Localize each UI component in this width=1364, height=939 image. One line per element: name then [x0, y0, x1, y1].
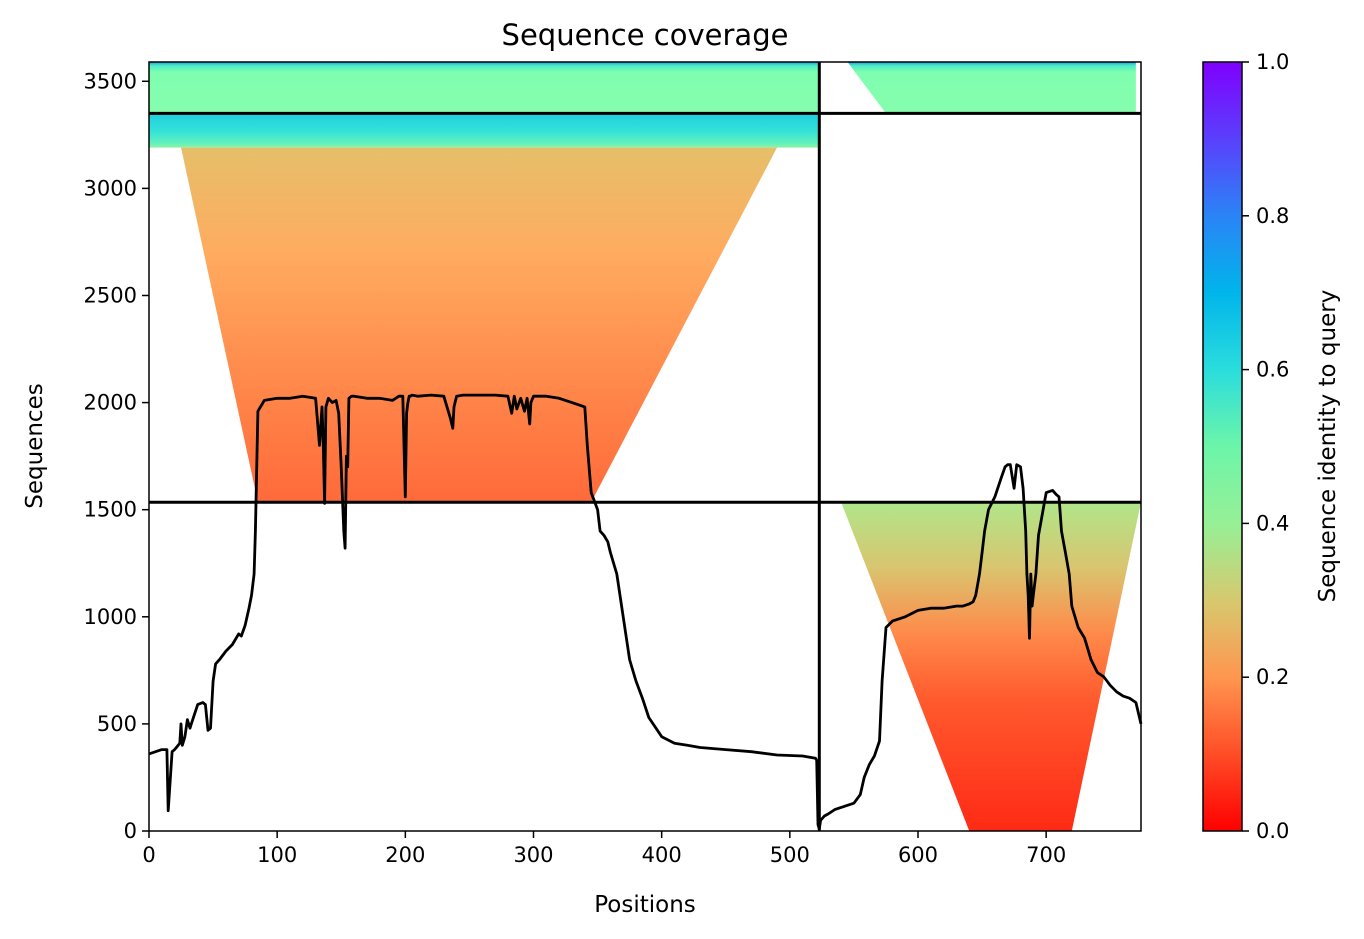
y-tick-label: 3500 [84, 69, 137, 93]
y-axis: 0 500 1000 1500 2000 2500 3000 3500 [84, 69, 149, 843]
colorbar-tick-label: 0.6 [1256, 358, 1289, 382]
y-tick-label: 2000 [84, 391, 137, 415]
x-tick-label: 600 [898, 843, 938, 867]
colorbar-tick-label: 1.0 [1256, 50, 1289, 74]
plot-area [148, 61, 1143, 832]
y-tick-label: 1000 [84, 605, 137, 629]
x-tick-label: 100 [257, 843, 297, 867]
x-tick-label: 200 [385, 843, 425, 867]
colorbar-tick-label: 0.2 [1256, 665, 1289, 689]
x-tick-label: 500 [770, 843, 810, 867]
x-tick-label: 400 [642, 843, 682, 867]
coverage-block-top-left [149, 62, 820, 114]
colorbar-tick-label: 0.4 [1256, 511, 1289, 535]
x-tick-label: 0 [142, 843, 155, 867]
x-tick-label: 700 [1026, 843, 1066, 867]
colorbar-tick-label: 0.0 [1256, 819, 1289, 843]
coverage-block-lower-right [841, 502, 1141, 831]
x-axis: 0 100 200 300 400 500 600 700 [142, 831, 1066, 867]
plot-frame [148, 61, 1142, 832]
colorbar-tick-label: 0.8 [1256, 204, 1289, 228]
coverage-block-main [181, 147, 778, 503]
y-tick-label: 1500 [84, 498, 137, 522]
y-axis-label: Sequences [22, 383, 48, 508]
y-tick-label: 0 [124, 819, 137, 843]
chart-title: Sequence coverage [502, 18, 789, 52]
y-tick-label: 3000 [84, 176, 137, 200]
x-axis-label: Positions [594, 892, 696, 918]
coverage-block-top-right [847, 62, 1136, 114]
colorbar: 0.0 0.2 0.4 0.6 0.8 1.0 Sequence identity to … [1202, 50, 1341, 843]
x-tick-label: 300 [513, 843, 553, 867]
colorbar-label: Sequence identity to query [1315, 290, 1341, 603]
y-tick-label: 2500 [84, 283, 137, 307]
y-tick-label: 500 [97, 712, 137, 736]
coverage-line [148, 393, 1143, 831]
coverage-block-upper-band [149, 113, 820, 148]
colorbar-gradient [1202, 61, 1243, 832]
